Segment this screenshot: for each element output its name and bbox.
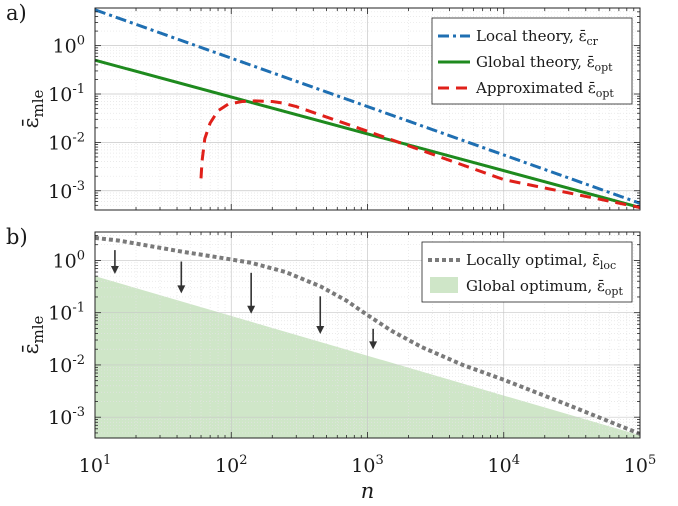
series-line-0 xyxy=(95,235,640,436)
y-tick-label: 100 xyxy=(53,34,85,58)
panel-label: b) xyxy=(6,225,28,249)
legend-label-main: Global optimum, ε̄ xyxy=(466,277,605,295)
legend-label-1: Global theory, ε̄opt xyxy=(476,53,613,74)
y-axis-label: ε̄mle xyxy=(19,315,47,354)
arrow-4 xyxy=(369,328,378,350)
x-tick-label-base: 10 xyxy=(215,455,239,477)
y-tick-label-base: 10 xyxy=(48,407,72,429)
y-tick-label: 100 xyxy=(53,248,85,272)
x-tick-label-exp: 2 xyxy=(239,453,247,468)
arrow-head xyxy=(177,285,186,294)
arrow-0 xyxy=(110,250,119,274)
legend-label-sub: opt xyxy=(594,61,613,74)
x-tick-label-exp: 1 xyxy=(103,453,111,468)
y-tick-label-exp: -2 xyxy=(72,130,85,145)
arrow-head xyxy=(110,265,119,274)
y-tick-label: 10-1 xyxy=(48,82,85,106)
arrow-1 xyxy=(177,261,186,294)
y-tick-label: 10-2 xyxy=(48,353,85,377)
arrow-head xyxy=(369,341,378,350)
y-tick-label-base: 10 xyxy=(48,355,72,377)
ticks xyxy=(94,232,641,439)
legend-label-sub: opt xyxy=(605,285,624,298)
y-tick-label-base: 10 xyxy=(53,250,77,272)
legend-label-sub: cr xyxy=(586,35,598,48)
y-tick-label: 10-2 xyxy=(48,130,85,154)
legend-label-main: Locally optimal, ε̄ xyxy=(466,251,600,269)
x-tick-label-base: 10 xyxy=(79,455,103,477)
x-tick-label-exp: 5 xyxy=(648,453,656,468)
legend-label-0: Locally optimal, ε̄loc xyxy=(466,251,616,272)
y-tick-label: 10-1 xyxy=(48,301,85,325)
y-axis-label-main: ε̄ xyxy=(19,344,43,355)
y-tick-label-base: 10 xyxy=(48,84,72,106)
x-tick-label: 105 xyxy=(624,453,656,477)
arrow-3 xyxy=(316,296,325,334)
arrow-head xyxy=(247,305,256,314)
legend-label-main: Global theory, ε̄ xyxy=(476,53,595,71)
legend-label-sub: loc xyxy=(600,259,616,272)
series-line-0 xyxy=(95,8,640,205)
y-axis-label-sub: mle xyxy=(29,89,47,117)
y-tick-label-exp: 0 xyxy=(77,34,85,49)
x-tick-label-exp: 3 xyxy=(375,453,383,468)
y-tick-label-exp: -3 xyxy=(72,179,85,194)
x-tick-label: 102 xyxy=(215,453,247,477)
x-tick-label: 101 xyxy=(79,453,111,477)
x-tick-label-base: 10 xyxy=(351,455,375,477)
ticks xyxy=(94,7,641,211)
y-tick-label-base: 10 xyxy=(48,303,72,325)
y-tick-label-exp: -1 xyxy=(72,301,85,316)
y-tick-label-exp: 0 xyxy=(77,248,85,263)
series-line-2 xyxy=(199,99,640,209)
x-tick-label-exp: 4 xyxy=(512,453,520,468)
y-tick-label-exp: -2 xyxy=(72,353,85,368)
legend-label-sub: opt xyxy=(596,87,615,100)
y-tick-label-exp: -3 xyxy=(72,405,85,420)
panel-label: a) xyxy=(6,1,27,25)
y-tick-label-base: 10 xyxy=(53,36,77,58)
y-tick-label-base: 10 xyxy=(48,132,72,154)
grid xyxy=(95,232,640,438)
plot-area xyxy=(95,232,640,438)
x-tick-label: 104 xyxy=(488,453,520,477)
x-tick-label: 103 xyxy=(351,453,383,477)
y-axis-label: ε̄mle xyxy=(19,89,47,128)
x-tick-label-base: 10 xyxy=(624,455,648,477)
y-tick-label-base: 10 xyxy=(48,181,72,203)
y-tick-label-exp: -1 xyxy=(72,82,85,97)
legend-label-1: Global optimum, ε̄opt xyxy=(466,277,623,298)
y-tick-label: 10-3 xyxy=(48,405,85,429)
series-line-1 xyxy=(95,58,640,209)
legend-swatch-1 xyxy=(430,277,458,293)
y-axis-label-sub: mle xyxy=(29,315,47,343)
legend: Locally optimal, ε̄loc Global optimum, ε̄… xyxy=(421,241,633,303)
legend-label-main: Local theory, ε̄ xyxy=(476,27,587,45)
x-tick-label-base: 10 xyxy=(488,455,512,477)
arrow-head xyxy=(316,325,325,334)
legend-label-2: Approximated ε̄opt xyxy=(475,79,614,100)
y-axis-label-main: ε̄ xyxy=(19,118,43,129)
x-axis-label: n xyxy=(361,479,375,503)
legend-label-main: Approximated ε̄ xyxy=(475,79,596,97)
y-tick-label: 10-3 xyxy=(48,179,85,203)
arrow-2 xyxy=(247,272,256,314)
legend-label-0: Local theory, ε̄cr xyxy=(476,27,599,48)
